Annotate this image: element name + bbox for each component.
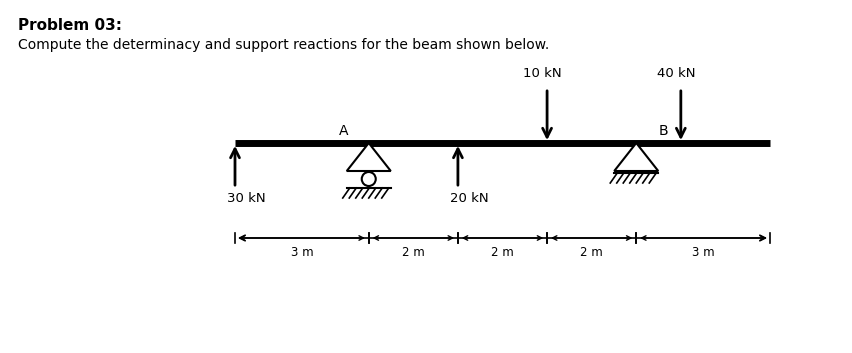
Text: 3 m: 3 m <box>691 246 714 259</box>
Text: 2 m: 2 m <box>579 246 602 259</box>
Text: 20 kN: 20 kN <box>449 192 488 205</box>
Polygon shape <box>613 143 658 171</box>
Text: 3 m: 3 m <box>291 246 313 259</box>
Polygon shape <box>347 143 390 171</box>
Text: B: B <box>658 124 667 138</box>
Text: 2 m: 2 m <box>401 246 424 259</box>
Text: 2 m: 2 m <box>491 246 513 259</box>
Text: 30 kN: 30 kN <box>227 192 265 205</box>
Circle shape <box>361 172 376 186</box>
Text: A: A <box>338 124 348 138</box>
Text: Compute the determinacy and support reactions for the beam shown below.: Compute the determinacy and support reac… <box>18 38 549 52</box>
Text: 10 kN: 10 kN <box>522 67 561 80</box>
Text: 40 kN: 40 kN <box>656 67 694 80</box>
Text: Problem 03:: Problem 03: <box>18 18 122 33</box>
